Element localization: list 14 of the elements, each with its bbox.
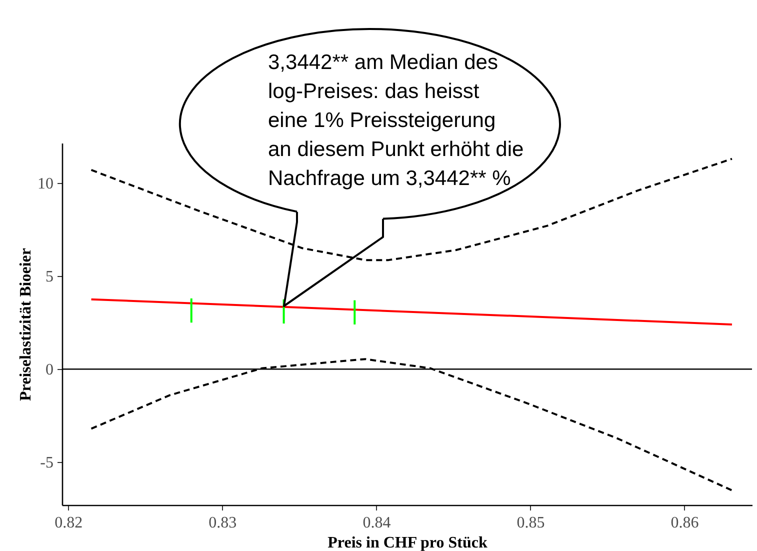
line-series xyxy=(90,158,733,262)
x-tick-label: 0.86 xyxy=(670,514,699,532)
y-tick-label: -5 xyxy=(40,454,54,472)
x-tick-label: 0.85 xyxy=(516,514,545,532)
y-axis-title: Preiselastizität Bioeier xyxy=(18,248,34,401)
x-tick-label: 0.82 xyxy=(54,514,83,532)
speech-bubble: 3,3442** am Median des log-Preises: das heisst eine 1% Preissteigerung an diesem Punkt erhöht die Nachfrage um 3,3442** % xyxy=(179,28,561,220)
x-tick-label: 0.83 xyxy=(208,514,237,532)
annotation: 3,3442** am Median des log-Preises: das heisst eine 1% Preissteigerung an diesem Punkt erhöht die Nachfrage um 3,3442** % xyxy=(268,51,524,190)
x-axis-title: Preis in CHF pro Stück xyxy=(328,534,488,551)
y-tick-label: 0 xyxy=(46,362,54,379)
y-tick-label: 5 xyxy=(46,268,54,286)
y-tick-label: 10 xyxy=(38,176,54,193)
x-tick-label: 0.84 xyxy=(362,514,391,532)
